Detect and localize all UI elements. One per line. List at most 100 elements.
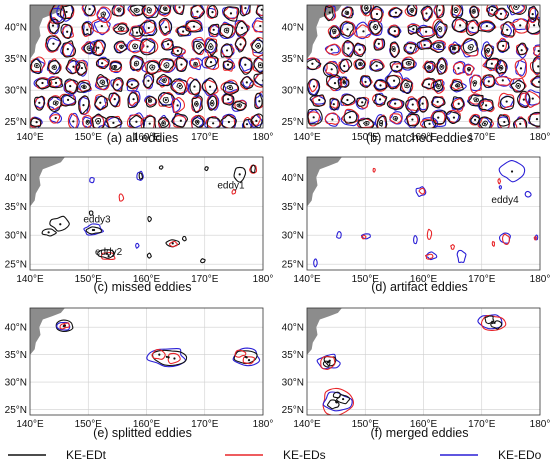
eddy-contour-t bbox=[515, 82, 521, 89]
eddy-contour-t bbox=[232, 101, 247, 112]
eddy-contour-t bbox=[388, 26, 401, 38]
eddy-contour-s bbox=[530, 75, 540, 88]
eddy-contour-s bbox=[128, 25, 145, 40]
eddy-contour-t bbox=[340, 94, 356, 106]
eddy-center bbox=[210, 102, 214, 105]
eddy-contour-t bbox=[158, 17, 173, 35]
eddy-center bbox=[99, 101, 102, 104]
eddy-contour-t bbox=[513, 5, 520, 10]
eddy-contour-t bbox=[207, 95, 218, 111]
eddy-contour-t bbox=[484, 44, 494, 60]
eddy-contour-t bbox=[189, 78, 201, 96]
eddy-contour-o bbox=[400, 58, 417, 71]
eddy-contour-s bbox=[67, 113, 78, 128]
eddy-center bbox=[245, 81, 248, 84]
eddy-contour-t bbox=[172, 5, 185, 16]
land-mass bbox=[307, 5, 342, 59]
eddy-contour-o bbox=[415, 186, 427, 197]
eddy-contour-o bbox=[515, 43, 529, 59]
eddy-center bbox=[499, 66, 503, 69]
eddy-contour-t bbox=[235, 20, 249, 36]
eddy-contour-t bbox=[165, 239, 181, 248]
eddy-contour-t bbox=[420, 5, 433, 22]
y-tick-label: 30°N bbox=[5, 378, 27, 389]
eddy-center bbox=[437, 116, 440, 119]
eddy-center bbox=[394, 117, 397, 120]
eddy-contour-o bbox=[421, 117, 439, 128]
panel-f: 140°E 150°E 160°E 170°E 180° 25°N 30°N 35°N 40°N… bbox=[282, 307, 550, 440]
eddy-center bbox=[394, 102, 397, 105]
eddy-center bbox=[328, 359, 331, 362]
eddy-contour-t bbox=[339, 58, 353, 73]
eddy-center bbox=[51, 24, 55, 27]
eddy-contour-t bbox=[401, 58, 415, 69]
eddy-center bbox=[501, 79, 504, 82]
eddy-contour-s bbox=[485, 5, 499, 16]
y-tick-label: 30°N bbox=[282, 231, 304, 242]
eddy-center bbox=[490, 62, 493, 65]
legend-item: KE-EDo bbox=[440, 448, 542, 462]
eddy-contour-t bbox=[477, 21, 496, 33]
eddy-contour-s bbox=[450, 5, 461, 18]
eddy-contour-t bbox=[52, 100, 59, 106]
panel-caption: (f) merged eddies bbox=[371, 426, 469, 440]
eddy-center bbox=[359, 62, 362, 65]
eddy-contour-t bbox=[405, 98, 421, 114]
eddy-center bbox=[421, 102, 424, 105]
eddy-contour-t bbox=[126, 78, 139, 90]
land-mass bbox=[307, 157, 342, 207]
eddy-contour-t bbox=[205, 38, 218, 56]
eddy-center bbox=[240, 26, 244, 30]
eddy-center bbox=[440, 65, 443, 68]
eddy-center bbox=[454, 8, 458, 12]
eddy-center bbox=[471, 26, 474, 29]
eddy-contour-t bbox=[406, 113, 421, 127]
eddy-contour-t bbox=[501, 21, 516, 37]
eddy-contour-t bbox=[432, 80, 444, 92]
eddy-contour-s bbox=[189, 58, 201, 69]
eddy-center bbox=[330, 48, 333, 51]
eddy-contour-t bbox=[376, 115, 388, 128]
eddy-contour-t bbox=[138, 20, 158, 37]
eddy-contour-t bbox=[424, 60, 436, 73]
eddy-contour-t bbox=[307, 78, 321, 96]
eddy-contour-t bbox=[191, 95, 203, 114]
eddy-contour-s bbox=[219, 22, 236, 38]
eddy-contour-t bbox=[112, 77, 124, 92]
eddy-contour-t bbox=[251, 37, 263, 54]
eddy-contour-t bbox=[508, 5, 527, 15]
eddy-contour-s bbox=[250, 36, 263, 58]
eddy-contour-s bbox=[96, 6, 112, 23]
eddy-center bbox=[101, 81, 104, 84]
eddy-contour-s bbox=[90, 115, 105, 128]
eddy-contour-t bbox=[117, 26, 125, 32]
eddy-center bbox=[358, 48, 361, 51]
eddy-contour-t bbox=[234, 36, 247, 53]
eddy-center bbox=[346, 28, 349, 31]
eddy-contour-s bbox=[533, 236, 537, 241]
eddy-center bbox=[132, 98, 135, 101]
eddy-center bbox=[54, 81, 58, 84]
eddy-center bbox=[102, 13, 105, 16]
eddy-contour-s bbox=[76, 79, 92, 93]
eddy-contour-t bbox=[415, 26, 436, 40]
eddy-center bbox=[147, 79, 150, 82]
eddy-contour-t bbox=[146, 6, 152, 14]
eddy-contour-t bbox=[450, 79, 464, 92]
eddy-contour-t bbox=[81, 84, 87, 89]
x-tick-label: 160°E bbox=[133, 132, 161, 143]
eddy-center bbox=[247, 359, 251, 362]
eddy-center bbox=[88, 47, 91, 50]
eddy-contour-t bbox=[435, 83, 441, 90]
eddy-contour-t bbox=[253, 54, 263, 74]
eddy-center bbox=[35, 121, 38, 124]
eddy-center bbox=[437, 85, 440, 88]
eddy-contour-t bbox=[470, 114, 481, 126]
x-tick-label: 140°E bbox=[16, 132, 44, 143]
eddy-contour-t bbox=[30, 117, 42, 128]
eddy-contour-t bbox=[176, 25, 191, 37]
eddy-center bbox=[531, 97, 534, 100]
eddy-contour-t bbox=[484, 315, 495, 325]
eddy-contour-t bbox=[451, 46, 457, 51]
eddy-contour-s bbox=[452, 61, 465, 75]
